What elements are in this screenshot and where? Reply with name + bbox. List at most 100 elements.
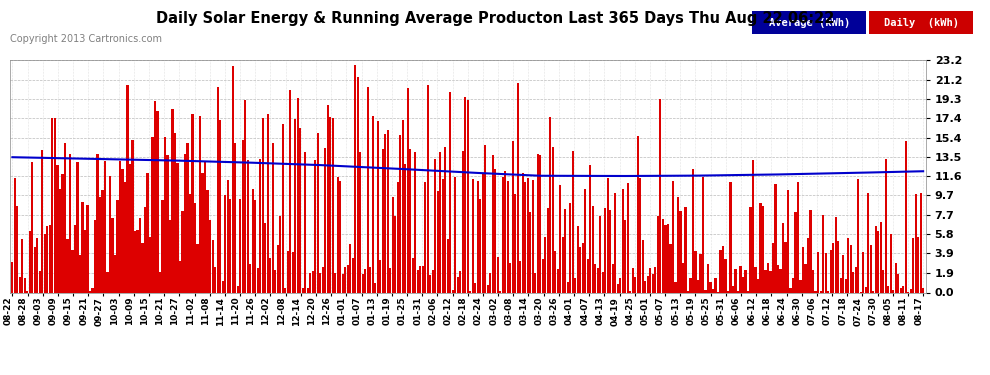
Bar [847, 238, 849, 292]
Bar [651, 274, 654, 292]
Bar [769, 271, 771, 292]
Bar [662, 219, 664, 292]
Bar [259, 159, 261, 292]
Bar [196, 244, 199, 292]
Bar [540, 155, 542, 292]
Bar [356, 77, 358, 292]
Bar [332, 118, 334, 292]
Bar [549, 117, 551, 292]
Bar [820, 291, 822, 292]
Bar [730, 182, 732, 292]
Bar [792, 278, 794, 292]
Bar [449, 93, 451, 292]
Bar [42, 150, 44, 292]
Bar [674, 282, 676, 292]
Bar [376, 121, 379, 292]
Bar [692, 169, 694, 292]
Bar [602, 272, 604, 292]
Bar [759, 203, 761, 292]
Bar [242, 140, 244, 292]
Bar [142, 243, 144, 292]
Bar [774, 184, 776, 292]
Bar [607, 178, 609, 292]
Bar [699, 254, 702, 292]
Bar [374, 283, 376, 292]
Bar [479, 199, 481, 292]
Bar [484, 145, 486, 292]
Bar [635, 277, 637, 292]
Bar [532, 180, 534, 292]
Bar [597, 268, 599, 292]
Bar [229, 199, 231, 292]
Bar [917, 237, 919, 292]
Bar [494, 169, 496, 292]
Bar [294, 119, 296, 292]
Bar [94, 220, 96, 292]
Bar [49, 225, 51, 292]
Bar [649, 268, 651, 292]
Bar [827, 291, 830, 292]
Bar [112, 219, 114, 292]
Bar [76, 162, 78, 292]
Bar [56, 165, 58, 292]
Bar [561, 237, 564, 292]
Bar [204, 162, 206, 292]
Bar [389, 268, 391, 292]
Bar [712, 289, 714, 292]
Bar [802, 247, 804, 292]
Bar [451, 290, 453, 292]
Bar [735, 269, 737, 292]
Bar [900, 288, 902, 292]
Bar [214, 267, 216, 292]
Bar [169, 220, 171, 292]
Bar [464, 97, 466, 292]
Bar [454, 177, 456, 292]
Bar [144, 207, 147, 292]
Bar [609, 210, 612, 292]
Bar [81, 202, 83, 292]
Bar [222, 281, 224, 292]
Bar [191, 114, 194, 292]
Bar [44, 234, 46, 292]
Bar [682, 262, 684, 292]
Bar [795, 212, 797, 292]
Bar [69, 153, 71, 292]
Bar [281, 124, 284, 292]
Bar [304, 152, 306, 292]
Bar [742, 277, 744, 292]
Bar [849, 245, 851, 292]
Bar [622, 189, 624, 292]
Bar [319, 273, 321, 292]
Bar [224, 195, 226, 292]
Bar [710, 282, 712, 292]
Bar [617, 284, 619, 292]
Bar [299, 128, 301, 292]
Bar [895, 263, 897, 292]
Bar [101, 189, 104, 292]
Bar [119, 160, 121, 292]
Bar [334, 273, 337, 292]
Bar [497, 257, 499, 292]
Bar [582, 243, 584, 292]
Bar [482, 174, 484, 292]
Bar [787, 190, 789, 292]
Bar [29, 231, 31, 292]
Bar [782, 224, 784, 292]
Bar [669, 244, 671, 292]
Bar [402, 120, 404, 292]
Bar [154, 102, 156, 292]
Bar [625, 220, 627, 292]
Bar [569, 203, 571, 292]
Bar [244, 100, 247, 292]
Bar [342, 274, 344, 292]
Bar [422, 267, 424, 292]
Bar [502, 177, 504, 292]
Bar [725, 259, 727, 292]
Bar [417, 270, 419, 292]
Bar [217, 87, 219, 292]
Bar [767, 263, 769, 292]
Bar [435, 159, 437, 292]
Bar [519, 261, 522, 292]
Bar [789, 288, 792, 292]
Bar [567, 282, 569, 292]
